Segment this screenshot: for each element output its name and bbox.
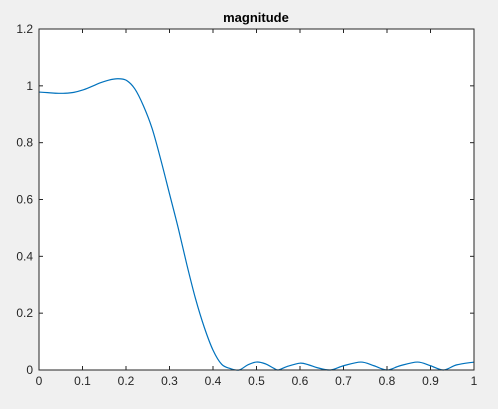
axes-box bbox=[38, 28, 475, 371]
x-tick-label: 0.1 bbox=[74, 374, 91, 388]
x-tick-label: 0.3 bbox=[161, 374, 178, 388]
chart-title: magnitude bbox=[223, 10, 289, 25]
x-tick-label: 0 bbox=[36, 374, 43, 388]
series-layer bbox=[38, 78, 475, 371]
x-tick-label: 0.6 bbox=[292, 374, 309, 388]
y-tick-label: 1 bbox=[26, 79, 33, 93]
y-tick-label: 1.2 bbox=[16, 22, 33, 36]
y-tick-label: 0.4 bbox=[16, 249, 33, 263]
x-tick-label: 0.2 bbox=[118, 374, 135, 388]
x-tick-label: 0.4 bbox=[205, 374, 222, 388]
y-tick-label: 0 bbox=[26, 363, 33, 377]
plot-area bbox=[39, 29, 474, 370]
y-tick-label: 0.8 bbox=[16, 136, 33, 150]
x-tick-label: 1 bbox=[471, 374, 478, 388]
x-tick-label: 0.8 bbox=[379, 374, 396, 388]
x-tick-label: 0.9 bbox=[422, 374, 439, 388]
magnitude-line bbox=[38, 78, 475, 371]
tick-layer: 0 0.1 0.2 0.3 0.4 0.5 0.6 0.7 0.8 0.9 1 0 0.2 0.4 0.6 0… bbox=[16, 22, 477, 388]
y-tick-label: 0.6 bbox=[16, 193, 33, 207]
x-tick-label: 0.5 bbox=[248, 374, 265, 388]
y-tick-label: 0.2 bbox=[16, 306, 33, 320]
x-tick-label: 0.7 bbox=[335, 374, 352, 388]
